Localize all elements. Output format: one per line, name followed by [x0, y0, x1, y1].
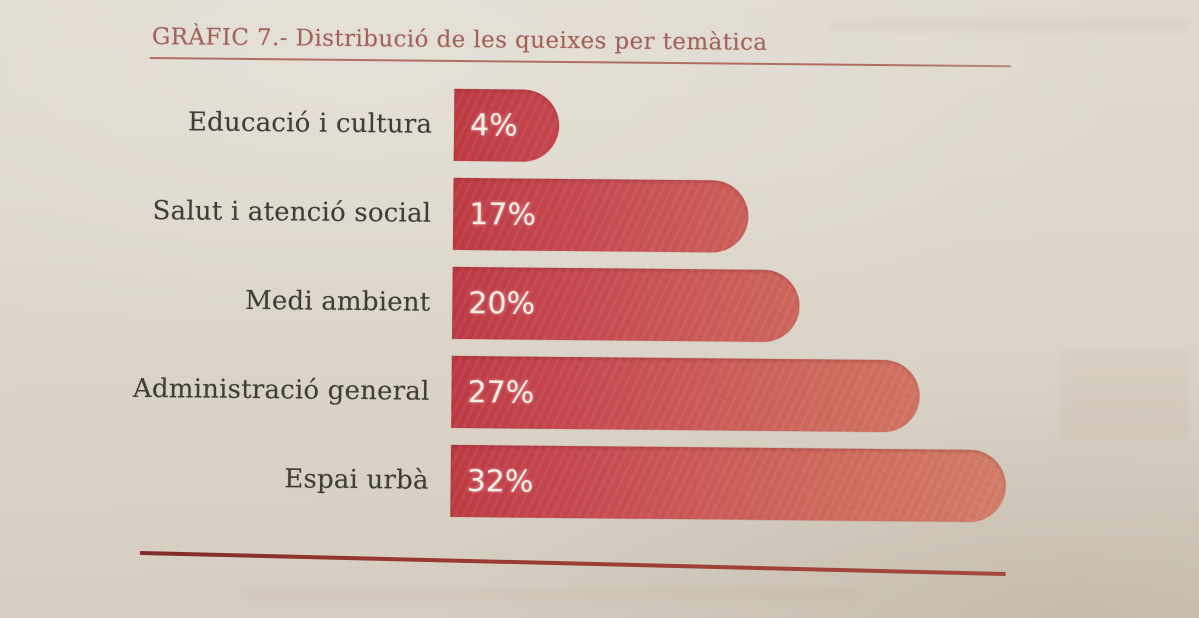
bottom-rule	[139, 550, 1006, 577]
bar-row: Medi ambient 20%	[0, 263, 1008, 345]
bar: 20%	[452, 266, 800, 343]
chart-title: GRÀFIC 7.- Distribució de les queixes pe…	[151, 24, 768, 56]
bar-row: Salut i atenció social 17%	[0, 174, 1009, 256]
bar-value-label: 32%	[466, 463, 534, 500]
bar-row: Espai urbà 32%	[0, 441, 1007, 523]
title-underline	[149, 56, 1011, 68]
bar: 4%	[453, 88, 560, 162]
bar-value-label: 4%	[469, 107, 518, 144]
bar: 17%	[452, 177, 749, 253]
bar: 32%	[450, 444, 1007, 523]
bar-category-label: Espai urbà	[284, 464, 429, 496]
bar-rows: Educació i cultura 4% Salut i atenció so…	[0, 85, 1009, 523]
bar-category-label: Educació i cultura	[187, 107, 433, 140]
bar-value-label: 20%	[468, 285, 536, 322]
bar-category-label: Medi ambient	[244, 285, 431, 318]
bar-value-label: 17%	[469, 196, 537, 233]
bar: 27%	[451, 355, 920, 433]
bar-category-label: Administració general	[132, 373, 430, 407]
bar-category-label: Salut i atenció social	[152, 196, 432, 229]
bar-row: Administració general 27%	[0, 352, 1007, 434]
bar-value-label: 27%	[467, 374, 535, 411]
bar-row: Educació i cultura 4%	[0, 85, 1009, 167]
